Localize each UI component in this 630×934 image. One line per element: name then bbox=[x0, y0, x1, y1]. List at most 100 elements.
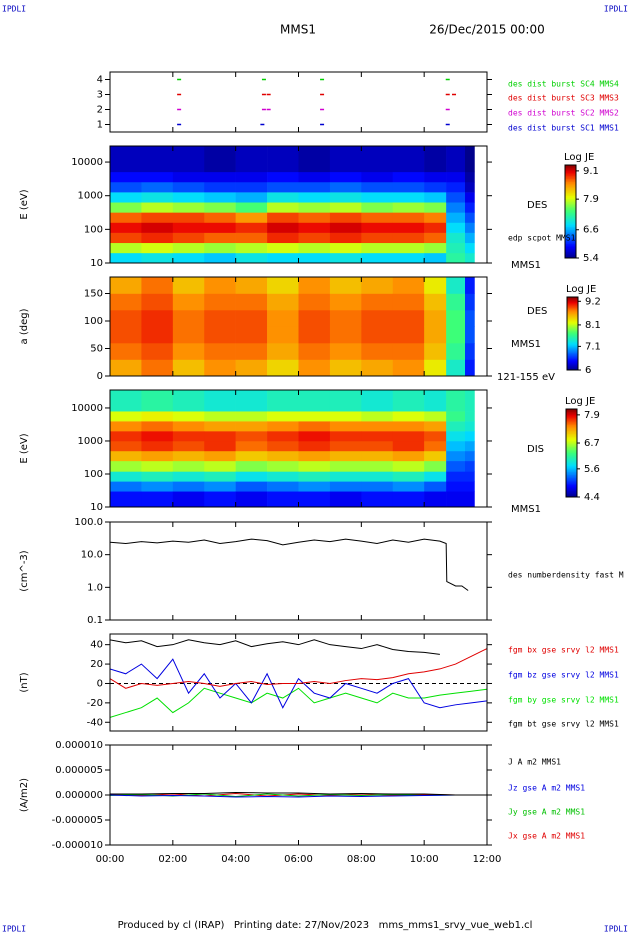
colorbar-step bbox=[567, 339, 578, 342]
series-line bbox=[110, 791, 487, 796]
colorbar-step bbox=[567, 338, 578, 341]
spectrogram-cell bbox=[361, 293, 394, 311]
y-tick-label: 10.0 bbox=[81, 550, 103, 561]
spectrogram-cell bbox=[446, 450, 466, 462]
colorbar-step bbox=[565, 227, 576, 230]
colorbar-step bbox=[566, 494, 577, 497]
spectrogram-cell bbox=[329, 471, 362, 482]
spectrogram-cell bbox=[235, 450, 268, 462]
spectrogram-cell bbox=[465, 440, 475, 452]
y-tick-label: 0.000010 bbox=[55, 740, 103, 751]
colorbar-step bbox=[567, 317, 578, 320]
colorbar-step bbox=[567, 342, 578, 344]
colorbar-step bbox=[565, 177, 576, 180]
spectrogram-cell bbox=[298, 202, 331, 213]
spectrogram-cell bbox=[110, 310, 142, 327]
spectrogram-cell bbox=[141, 171, 174, 183]
spectrogram-cell bbox=[235, 277, 268, 294]
event-mark bbox=[261, 93, 266, 96]
colorbar-step bbox=[567, 298, 578, 300]
y-tick-label: 1000 bbox=[78, 436, 103, 447]
colorbar-step bbox=[567, 332, 578, 334]
spectrogram-cell bbox=[204, 293, 236, 311]
spectrogram-cell bbox=[204, 181, 236, 193]
spectrogram-cell bbox=[298, 232, 331, 244]
spectrogram-cell bbox=[465, 252, 475, 264]
spectrogram-cell bbox=[141, 252, 174, 264]
spectrogram-cell bbox=[298, 326, 331, 344]
spectrogram-cell bbox=[204, 202, 236, 213]
spectrogram-cell bbox=[204, 440, 236, 452]
colorbar-step bbox=[567, 349, 578, 352]
colorbar-step bbox=[566, 455, 577, 458]
spectrogram-cell bbox=[110, 431, 142, 442]
spectrogram-cell bbox=[465, 390, 475, 412]
date-title: 26/Dec/2015 00:00 bbox=[429, 23, 545, 37]
spectrogram-cell bbox=[267, 181, 299, 193]
spectrogram-cell bbox=[446, 277, 466, 294]
colorbar-step bbox=[567, 345, 578, 348]
spectrogram-cell bbox=[235, 460, 268, 472]
colorbar-step bbox=[566, 435, 577, 438]
colorbar-step bbox=[566, 470, 577, 473]
panel bbox=[177, 78, 457, 126]
spectrogram-cell bbox=[424, 421, 447, 432]
colorbar-step bbox=[565, 239, 576, 242]
y-tick-label: 10000 bbox=[71, 403, 103, 414]
spectrogram-cell bbox=[172, 481, 205, 492]
colorbar-step bbox=[566, 461, 577, 464]
spectrogram-cell bbox=[446, 202, 466, 213]
spectrogram-cell bbox=[298, 310, 331, 327]
colorbar-step bbox=[567, 304, 578, 307]
spectrogram-cell bbox=[298, 481, 331, 492]
spectrogram-cell bbox=[204, 343, 236, 360]
colorbar-tick-label: 8.1 bbox=[585, 320, 601, 331]
spectrogram-cell bbox=[329, 212, 362, 223]
spectrogram-cell bbox=[172, 491, 205, 508]
colorbar-step bbox=[567, 352, 578, 355]
spectrogram-cell bbox=[235, 491, 268, 508]
spectrogram-cell bbox=[110, 222, 142, 233]
x-tick-label: 00:00 bbox=[96, 854, 125, 865]
x-tick-label: 08:00 bbox=[347, 854, 376, 865]
y-tick-label: 0.000005 bbox=[55, 765, 103, 776]
spectrogram-cell bbox=[141, 232, 174, 244]
spectrogram-cell bbox=[465, 232, 475, 244]
spectrogram-cell bbox=[424, 252, 447, 264]
spectrogram-cell bbox=[424, 277, 447, 294]
spectrogram-cell bbox=[329, 146, 362, 173]
spectrogram-cell bbox=[204, 390, 236, 412]
spectrogram-cell bbox=[329, 359, 362, 377]
colorbar-step bbox=[567, 297, 578, 299]
colorbar-step bbox=[567, 324, 578, 327]
spectrogram-cell bbox=[235, 310, 268, 327]
spectrogram-cell bbox=[110, 411, 142, 422]
spectrogram-cell bbox=[446, 359, 466, 377]
panel bbox=[110, 146, 475, 264]
spectrogram-cell bbox=[141, 202, 174, 213]
colorbar-step bbox=[566, 428, 577, 431]
spectrogram-cell bbox=[172, 359, 205, 377]
y-axis-label: E (eV) bbox=[19, 189, 30, 219]
spectrogram-cell bbox=[204, 481, 236, 492]
spectrogram-cell bbox=[446, 212, 466, 223]
colorbar-step bbox=[565, 168, 576, 171]
colorbar-step bbox=[565, 165, 576, 168]
x-tick-label: 04:00 bbox=[221, 854, 250, 865]
y-tick-label: 0 bbox=[97, 678, 103, 689]
spectrogram-cell bbox=[446, 343, 466, 360]
spectrogram-cell bbox=[392, 460, 425, 472]
legend-entry: fgm bx gse srvy l2 MMS1 bbox=[508, 646, 619, 655]
colorbar-step bbox=[567, 307, 578, 310]
colorbar-tick-label: 4.4 bbox=[584, 492, 600, 503]
y-tick-label: 100.0 bbox=[74, 517, 103, 528]
spectrogram-cell bbox=[110, 146, 142, 173]
spectrogram-cell bbox=[329, 421, 362, 432]
colorbar-step bbox=[565, 253, 576, 256]
spectrogram-cell bbox=[424, 181, 447, 193]
spectrogram-cell bbox=[110, 460, 142, 472]
colorbar-step bbox=[565, 206, 576, 209]
legend-entry: fgm bz gse srvy l2 MMS1 bbox=[508, 671, 619, 680]
